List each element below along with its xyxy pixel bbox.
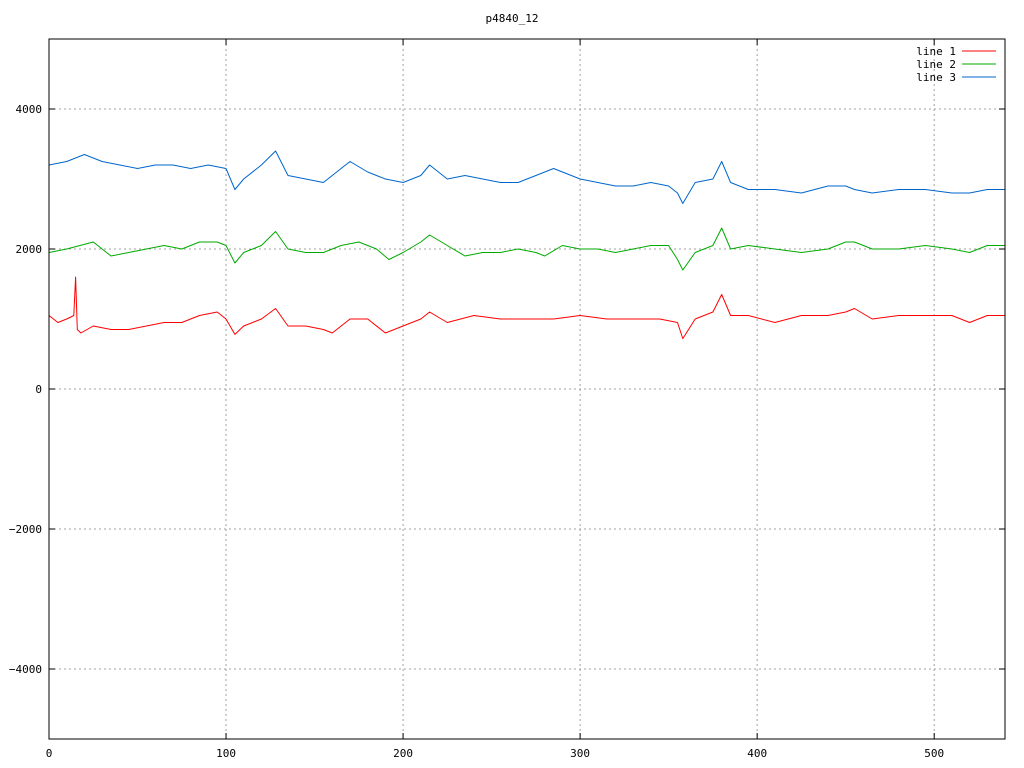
- x-tick-label: 400: [747, 747, 767, 760]
- x-tick-label: 0: [46, 747, 53, 760]
- legend-label-3: line 3: [916, 71, 956, 84]
- legend-label-1: line 1: [916, 45, 956, 58]
- series-lines: [48, 150, 1005, 340]
- axis-ticks: 0 100 200 300 400 500 −4000 −2000 0 2000 4000: [9, 39, 1005, 760]
- y-tick-label: 0: [35, 383, 42, 396]
- y-tick-label: −2000: [9, 523, 42, 536]
- x-tick-label: 500: [924, 747, 944, 760]
- x-tick-label: 100: [216, 747, 236, 760]
- grid-lines: [49, 39, 1005, 739]
- x-tick-label: 200: [393, 747, 413, 760]
- plot-frame: [48, 38, 1006, 740]
- chart-title: p4840_12: [485, 12, 539, 25]
- y-tick-label: 2000: [16, 243, 43, 256]
- y-tick-label: 4000: [16, 103, 43, 116]
- y-tick-label: −4000: [9, 663, 42, 676]
- x-tick-label: 300: [570, 747, 590, 760]
- series-line-1: [48, 276, 1005, 340]
- series-line-2: [48, 227, 1005, 271]
- legend-label-2: line 2: [916, 58, 956, 71]
- series-line-3: [48, 150, 1005, 204]
